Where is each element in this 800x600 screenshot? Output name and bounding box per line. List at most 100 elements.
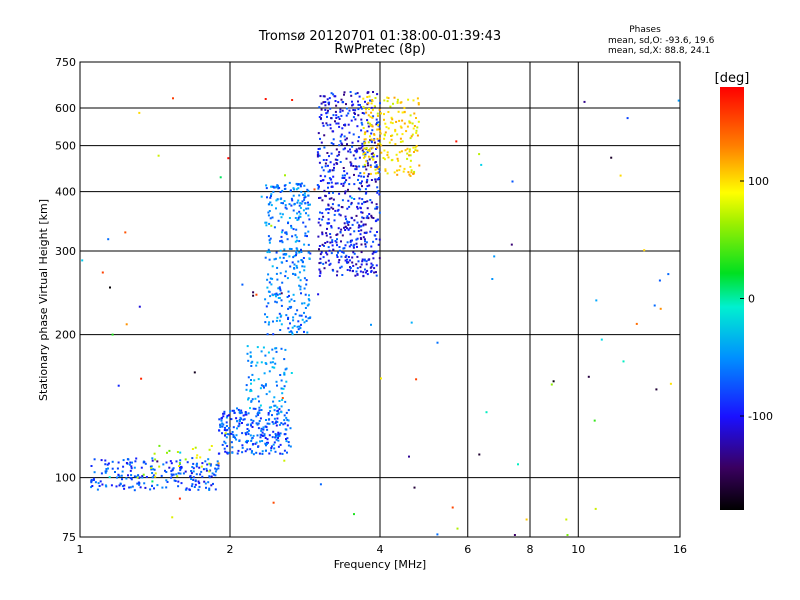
data-point <box>391 122 394 125</box>
data-point <box>157 154 160 157</box>
data-point <box>322 215 325 218</box>
data-point <box>376 137 379 140</box>
data-point <box>653 304 656 307</box>
data-point <box>306 235 308 238</box>
data-point <box>677 99 680 102</box>
data-point <box>134 460 137 463</box>
data-point <box>325 159 328 161</box>
y-tick-label: 400 <box>55 186 76 199</box>
data-point <box>332 191 334 194</box>
data-point <box>213 473 216 476</box>
data-point <box>356 267 359 270</box>
data-point <box>389 121 392 124</box>
data-point <box>355 148 358 151</box>
data-point <box>292 256 295 259</box>
data-point <box>304 293 307 296</box>
data-point <box>223 429 226 431</box>
data-point <box>273 396 276 399</box>
data-point <box>363 172 366 175</box>
data-point <box>318 116 321 118</box>
data-point <box>298 204 301 207</box>
data-point <box>279 272 282 275</box>
data-point <box>130 478 133 481</box>
data-point <box>357 226 360 229</box>
data-point <box>125 477 128 480</box>
x-tick-label: 8 <box>527 543 534 556</box>
data-point <box>292 319 295 322</box>
data-point <box>288 247 291 250</box>
data-point <box>352 245 355 248</box>
data-point <box>347 261 350 264</box>
data-point <box>323 267 326 270</box>
data-point <box>257 411 260 414</box>
data-point <box>270 447 273 449</box>
data-point <box>278 400 281 402</box>
data-point <box>307 317 310 320</box>
data-point <box>329 161 332 164</box>
data-point <box>349 267 352 269</box>
data-point <box>117 461 120 464</box>
data-point <box>626 117 629 120</box>
data-point <box>355 242 358 245</box>
data-point <box>200 465 203 468</box>
data-point <box>366 215 369 218</box>
data-point <box>400 101 403 104</box>
data-point <box>153 468 156 471</box>
data-point <box>323 95 326 98</box>
data-point <box>321 212 324 215</box>
data-point <box>335 162 338 164</box>
data-point <box>407 171 410 174</box>
data-point <box>272 357 275 360</box>
data-point <box>272 422 275 425</box>
data-point <box>293 203 296 206</box>
data-point <box>389 105 392 108</box>
data-point <box>358 182 361 184</box>
data-point <box>622 360 625 363</box>
data-point <box>354 109 357 112</box>
data-point <box>225 425 228 427</box>
data-point <box>238 422 241 425</box>
data-point <box>368 213 371 215</box>
data-point <box>280 314 283 317</box>
data-point <box>339 140 342 143</box>
data-point <box>456 527 459 530</box>
data-point <box>230 418 233 421</box>
data-point <box>214 474 217 477</box>
data-point <box>280 422 283 425</box>
data-point <box>267 214 270 217</box>
data-point <box>130 465 133 468</box>
data-point <box>275 434 277 437</box>
data-point <box>600 338 603 341</box>
data-point <box>272 400 275 403</box>
data-point <box>247 440 250 442</box>
data-point <box>286 451 288 454</box>
data-point <box>254 407 257 410</box>
data-point <box>357 103 360 106</box>
data-point <box>295 182 298 185</box>
data-point <box>379 142 382 145</box>
data-point <box>342 251 345 254</box>
data-point <box>318 106 321 109</box>
phase-stats-o: mean, sd,O: -93.6, 19.6 <box>608 36 715 46</box>
data-point <box>154 458 157 461</box>
data-point <box>276 409 279 412</box>
data-point <box>250 382 252 385</box>
data-point <box>327 164 329 167</box>
data-point <box>331 241 334 244</box>
data-point <box>327 109 329 112</box>
x-axis-label: Frequency [MHz] <box>334 558 426 571</box>
data-point <box>378 211 381 214</box>
data-point <box>138 482 141 485</box>
data-point <box>279 256 282 259</box>
data-point <box>341 143 344 146</box>
data-point <box>129 469 132 472</box>
data-point <box>288 294 290 297</box>
data-point <box>111 467 114 470</box>
data-point <box>260 409 263 411</box>
colorbar-label: [deg] <box>715 71 750 86</box>
data-point <box>330 197 333 200</box>
data-point <box>341 206 344 209</box>
data-point <box>368 150 371 153</box>
data-point <box>90 481 93 484</box>
data-point <box>330 92 333 95</box>
